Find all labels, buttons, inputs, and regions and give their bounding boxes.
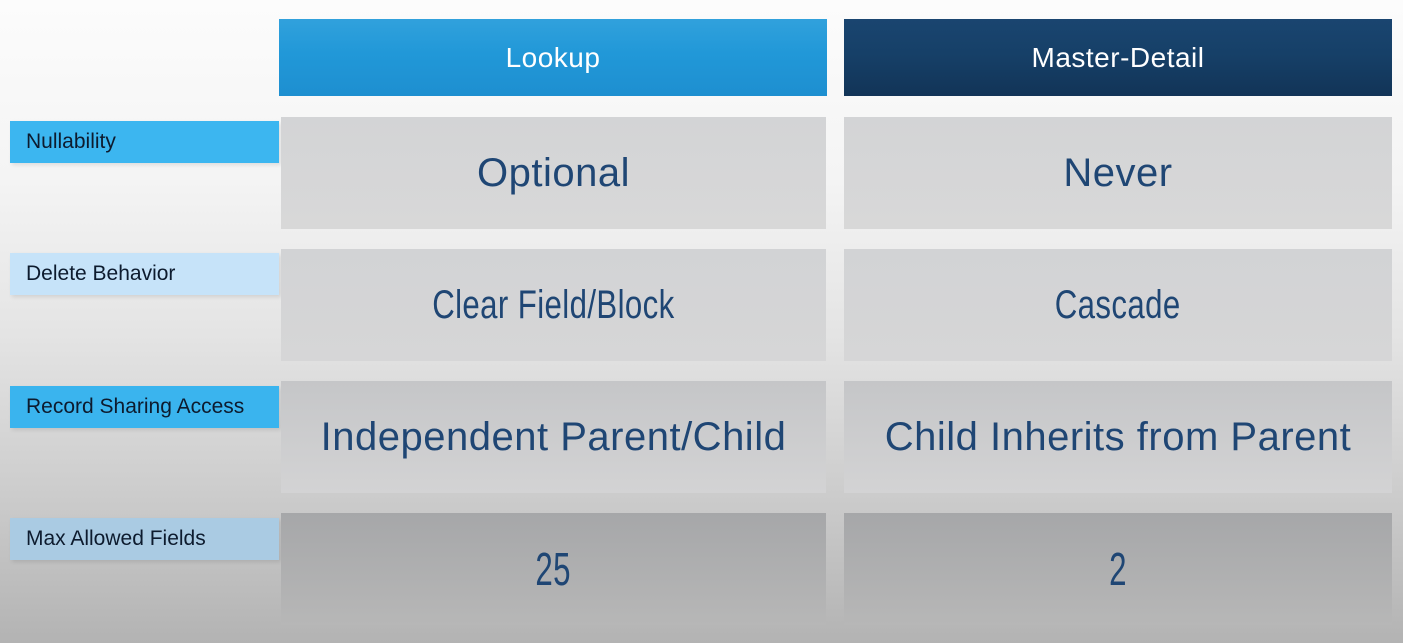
cell-delete-behavior-master-detail: Cascade — [844, 249, 1392, 361]
cell-record-sharing-lookup: Independent Parent/Child — [281, 381, 826, 493]
cell-value: Child Inherits from Parent — [884, 414, 1352, 459]
cell-value: Never — [1063, 150, 1173, 195]
cell-value: 25 — [535, 543, 572, 595]
cell-value: Cascade — [1055, 282, 1181, 327]
cell-nullability-master-detail: Never — [844, 117, 1392, 229]
cell-record-sharing-master-detail: Child Inherits from Parent — [844, 381, 1392, 493]
cell-value: Independent Parent/Child — [320, 414, 787, 459]
row-label-text: Nullability — [26, 130, 116, 153]
column-header-lookup: Lookup — [279, 19, 827, 96]
row-label-text: Max Allowed Fields — [26, 527, 206, 550]
row-label-delete-behavior: Delete Behavior — [10, 253, 279, 295]
row-label-record-sharing-access: Record Sharing Access — [10, 386, 279, 428]
column-header-master-detail-label: Master-Detail — [1031, 41, 1205, 73]
row-label-max-allowed-fields: Max Allowed Fields — [10, 518, 279, 560]
cell-nullability-lookup: Optional — [281, 117, 826, 229]
cell-value: 2 — [1109, 543, 1127, 595]
column-header-master-detail: Master-Detail — [844, 19, 1392, 96]
cell-max-fields-lookup: 25 — [281, 513, 826, 625]
column-header-lookup-label: Lookup — [505, 41, 601, 73]
row-label-text: Record Sharing Access — [26, 395, 245, 418]
row-label-nullability: Nullability — [10, 121, 279, 163]
cell-value: Clear Field/Block — [432, 282, 675, 327]
row-label-text: Delete Behavior — [26, 262, 176, 285]
cell-value: Optional — [477, 150, 630, 195]
cell-delete-behavior-lookup: Clear Field/Block — [281, 249, 826, 361]
cell-max-fields-master-detail: 2 — [844, 513, 1392, 625]
